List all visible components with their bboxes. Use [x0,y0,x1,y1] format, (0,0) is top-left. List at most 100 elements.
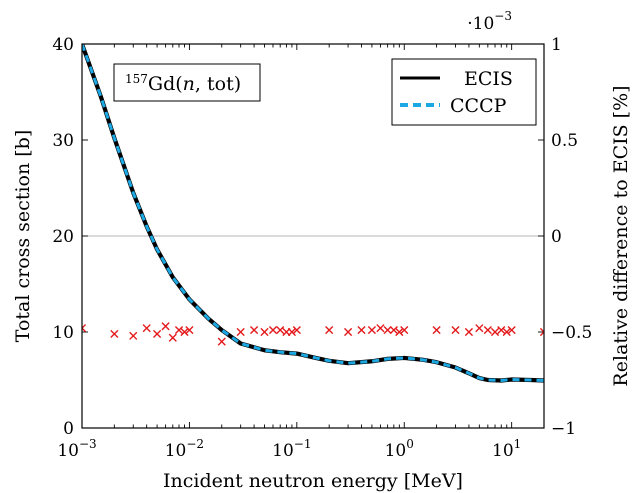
marker-stroke [82,324,87,330]
marker-stroke [161,322,170,331]
difference-marker [185,325,194,335]
x-axis-label: Incident neutron energy [MeV] [163,470,463,492]
difference-marker [451,325,460,335]
y-right-tick-label: −0.5 [551,323,592,343]
y-right-tick-label: 1 [551,35,562,55]
legend-label-cccp: CCCP [450,95,507,117]
difference-marker [400,325,409,335]
difference-marker [383,325,392,335]
marker-stroke [325,325,334,335]
difference-marker [367,325,377,335]
difference-marker [152,329,162,339]
marker-stroke [367,325,377,335]
marker-stroke [249,325,259,335]
marker-stroke [260,327,269,337]
annotation-box [113,63,261,102]
annotation-isotope-mass: 157 [125,72,148,86]
difference-marker [432,325,441,335]
difference-marker [464,327,474,337]
difference-marker [161,322,170,331]
y-axis-right-label: Relative difference to ECIS [%] [610,85,632,386]
marker-stroke [152,329,162,339]
marker-stroke [142,324,151,333]
marker-stroke [217,337,226,346]
marker-stroke [268,325,278,335]
x-tick-label: 100 [385,437,414,461]
difference-marker [357,325,366,335]
difference-marker [343,327,353,337]
series-layer [82,44,544,383]
marker-stroke [292,325,301,335]
y-left-tick-label: 10 [52,323,74,343]
series-line-cccp [82,44,544,382]
marker-stroke [464,327,474,337]
difference-marker [376,324,385,333]
y-right-tick-label: 0.5 [551,131,578,151]
marker-stroke [376,324,385,333]
reaction-annotation: 157Gd(n, tot) [113,63,261,102]
right-axis-scale-factor: ·10−3 [467,9,512,34]
marker-stroke [180,327,189,337]
difference-marker [292,325,301,335]
difference-marker [389,325,398,335]
marker-stroke [490,327,500,337]
difference-marker [249,325,259,335]
x-tick-label: 101 [492,437,521,461]
difference-marker [276,325,285,335]
marker-stroke [475,324,484,333]
x-tick-label: 10−2 [165,437,204,461]
difference-marker [217,337,226,346]
marker-stroke [357,325,366,335]
difference-marker [180,327,189,337]
difference-marker [395,327,404,337]
annotation-text: 157Gd(n, tot) [125,72,241,95]
y-left-tick-label: 40 [52,35,74,55]
marker-stroke [168,333,177,342]
difference-marker [142,324,151,333]
difference-marker [260,327,269,337]
marker-stroke [343,327,353,337]
difference-marker [475,324,484,333]
marker-stroke [129,331,138,340]
marker-stroke [383,325,392,335]
legend: ECIS CCCP [391,58,537,126]
difference-marker [490,327,500,337]
y-left-tick-label: 30 [52,131,74,151]
scale-prefix: ·10 [467,14,494,34]
marker-stroke [451,325,460,335]
difference-marker [82,324,87,333]
marker-stroke [389,325,398,335]
difference-marker [268,325,278,335]
difference-marker [129,331,138,340]
y-axis-left-label: Total cross section [b] [12,130,34,342]
y-left-tick-label: 20 [52,227,74,247]
difference-marker [236,327,245,337]
difference-marker [325,325,334,335]
marker-stroke [507,325,516,335]
marker-stroke [395,327,404,337]
marker-stroke [432,325,441,335]
x-tick-label: 10−1 [272,437,311,461]
marker-stroke [110,329,119,339]
x-tick-label: 10−3 [57,437,96,461]
scale-exponent: −3 [494,9,512,23]
legend-box [391,58,537,126]
plot-frame [81,43,545,429]
marker-stroke [276,325,285,335]
difference-marker [168,333,177,342]
marker-stroke [174,325,184,335]
difference-marker [502,327,511,337]
marker-stroke [287,327,297,337]
marker-stroke [502,327,511,337]
marker-stroke [82,327,87,333]
y-left-tick-label: 0 [63,419,74,439]
marker-stroke [185,325,194,335]
difference-marker [483,325,492,335]
y-right-tick-label: −1 [551,419,576,439]
marker-stroke [400,325,409,335]
difference-marker [287,327,297,337]
marker-stroke [539,327,544,333]
difference-marker [507,325,516,335]
